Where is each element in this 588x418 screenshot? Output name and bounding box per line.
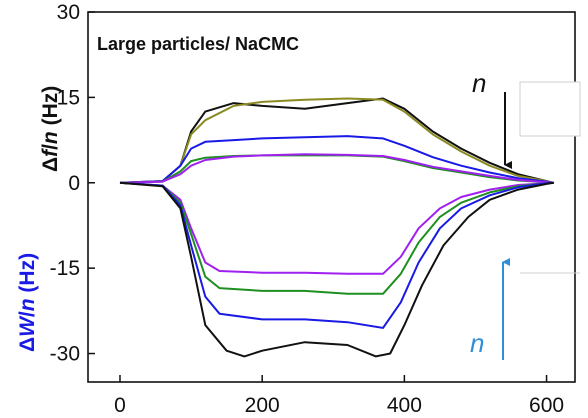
- series-line-8: [119, 181, 554, 329]
- ylabel-top: Δf/n (Hz): [39, 86, 62, 172]
- x-tick-label: 0: [114, 394, 126, 417]
- x-tick-label: 600: [529, 394, 564, 417]
- legend-box-top: [519, 81, 581, 137]
- ylabel-bottom: ΔW/n (Hz): [16, 253, 39, 352]
- y-tick-label: 30: [57, 1, 80, 24]
- arrow-up-label: n: [470, 328, 484, 358]
- series-line-6: [119, 181, 554, 275]
- series-line-9: [119, 181, 554, 358]
- series-line-5: [119, 153, 554, 184]
- y-tick-label: 15: [57, 86, 80, 109]
- y-tick-label: -30: [50, 343, 80, 366]
- arrow-down-label: n: [472, 68, 486, 98]
- chart-annotation: Large particles/ NaCMC: [97, 34, 299, 54]
- y-tick-label: 0: [68, 172, 80, 195]
- series-line-7: [119, 181, 554, 295]
- plot-frame: [87, 11, 576, 383]
- series-line-3: [119, 135, 554, 184]
- series-layer: [119, 97, 554, 358]
- tick-layer: 0 200 400 600 -30 -15 0 15 30: [50, 1, 564, 417]
- series-line-2: [119, 97, 554, 184]
- y-tick-label: -15: [50, 257, 80, 280]
- x-tick-label: 200: [245, 394, 280, 417]
- x-tick-label: 400: [387, 394, 422, 417]
